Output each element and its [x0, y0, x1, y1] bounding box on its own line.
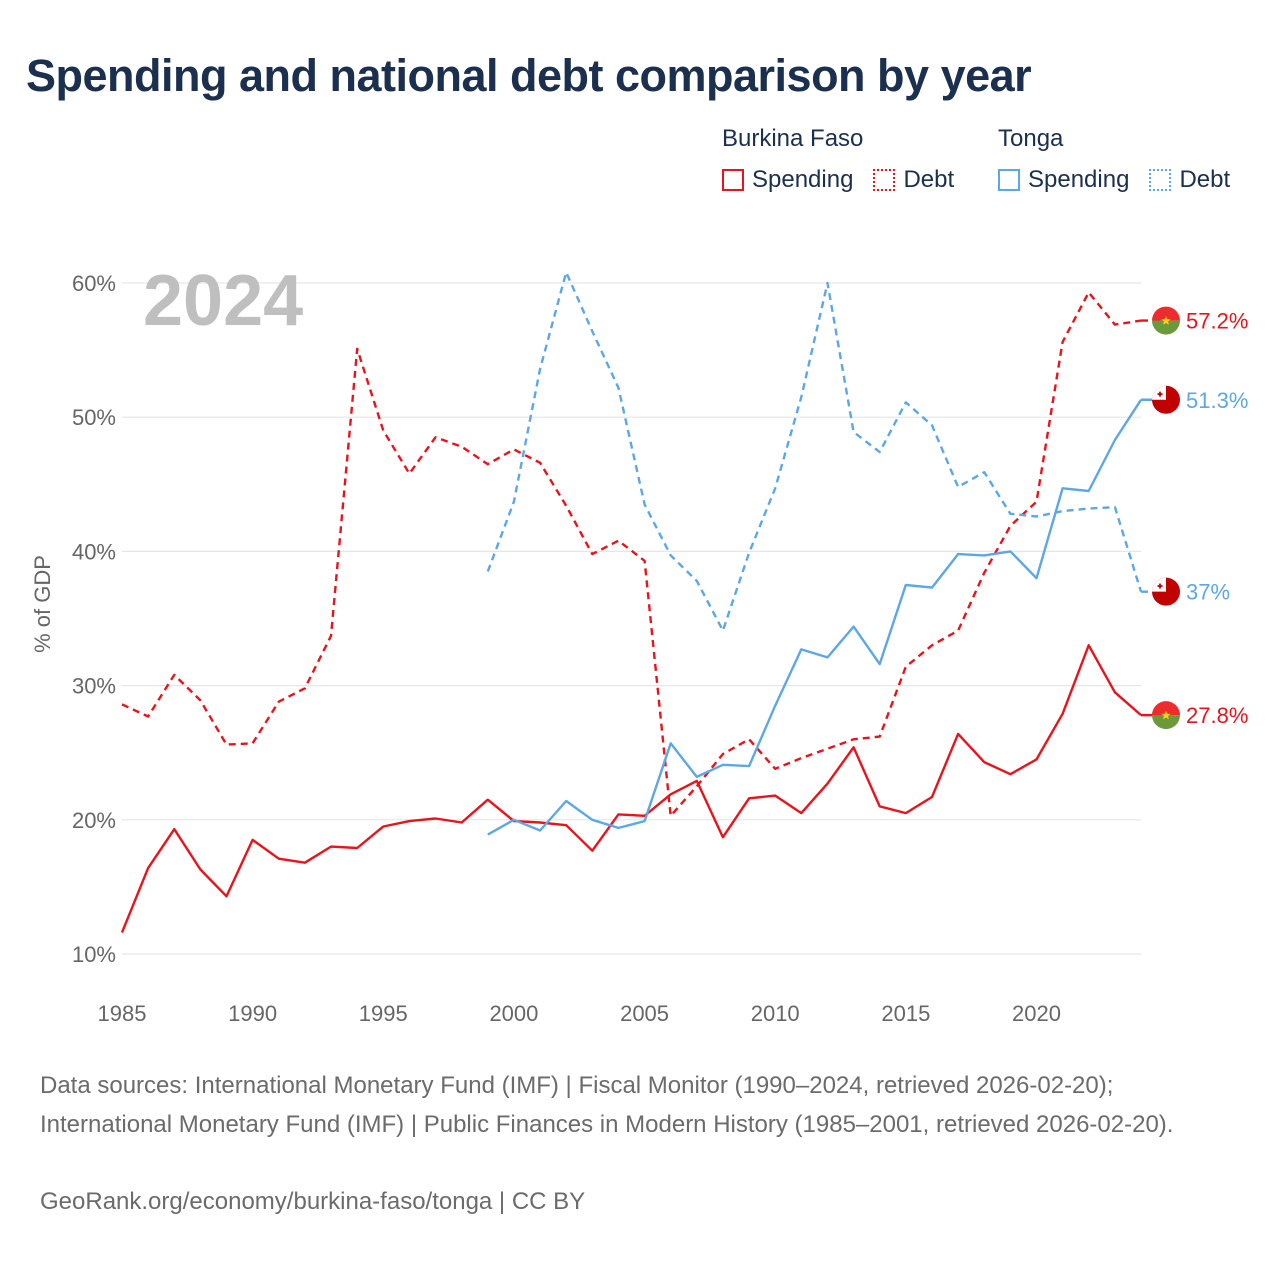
series-line-tonga-spending[interactable] — [487, 399, 1143, 836]
legend-label: Spending — [752, 166, 854, 193]
series-end-value-label: 37% — [1186, 580, 1230, 605]
y-tick-label: 30% — [72, 674, 116, 699]
series-end-value-label: 57.2% — [1186, 309, 1248, 334]
solid-line-swatch-icon — [998, 169, 1020, 191]
y-axis-title: % of GDP — [30, 555, 55, 653]
dotted-line-swatch-icon — [1149, 169, 1172, 191]
line-chart: 2024 10% 20% 30% 40% 50% 60% 1985 1990 1995 2000 2… — [30, 261, 1248, 1026]
y-tick-label: 60% — [72, 271, 116, 296]
series-end-value-label: 51.3% — [1186, 388, 1248, 413]
chart-title: Spending and national debt comparison by… — [26, 50, 1032, 101]
burkina-faso-flag-icon — [1152, 306, 1180, 335]
legend-item-tonga-spending[interactable]: Spending — [998, 166, 1129, 194]
year-label: 2024 — [143, 261, 303, 341]
legend-label: Spending — [1028, 166, 1130, 193]
y-tick-label: 50% — [72, 405, 116, 430]
legend-item-burkina-debt[interactable]: Debt — [873, 166, 954, 194]
legend-label: Debt — [903, 166, 955, 193]
data-sources-note: Data sources: International Monetary Fun… — [40, 1072, 1174, 1138]
legend-group-burkina-faso: Burkina Faso Spending Debt — [722, 124, 954, 194]
x-tick-label: 2015 — [881, 1001, 930, 1026]
footer-attribution[interactable]: GeoRank.org/economy/burkina-faso/tonga |… — [40, 1188, 586, 1215]
solid-line-swatch-icon — [722, 169, 744, 191]
y-tick-label: 10% — [72, 942, 116, 967]
legend-group-tonga: Tonga Spending Debt — [998, 124, 1230, 194]
burkina-faso-flag-icon — [1152, 701, 1180, 730]
y-tick-label: 20% — [72, 808, 116, 833]
series-line-burkina-faso-spending[interactable] — [120, 644, 1142, 933]
series-end-value-label: 27.8% — [1186, 703, 1248, 728]
tonga-flag-icon — [1152, 577, 1180, 606]
legend-country-burkina-faso: Burkina Faso — [722, 125, 864, 152]
y-tick-label: 40% — [72, 539, 116, 564]
legend-country-tonga: Tonga — [998, 125, 1064, 152]
legend-item-tonga-debt[interactable]: Debt — [1149, 166, 1230, 194]
series-line-tonga-debt[interactable] — [486, 271, 1143, 632]
legend-item-burkina-spending[interactable]: Spending — [722, 166, 853, 194]
tonga-flag-icon — [1152, 385, 1180, 414]
series-line-burkina-faso-debt[interactable] — [121, 291, 1142, 817]
x-tick-label: 1990 — [228, 1001, 277, 1026]
x-tick-label: 1995 — [359, 1001, 408, 1026]
x-tick-label: 2000 — [489, 1001, 538, 1026]
x-tick-label: 1985 — [98, 1001, 147, 1026]
legend-label: Debt — [1179, 166, 1231, 193]
x-tick-label: 2010 — [751, 1001, 800, 1026]
x-tick-label: 2020 — [1012, 1001, 1061, 1026]
dotted-line-swatch-icon — [873, 169, 896, 191]
x-tick-label: 2005 — [620, 1001, 669, 1026]
